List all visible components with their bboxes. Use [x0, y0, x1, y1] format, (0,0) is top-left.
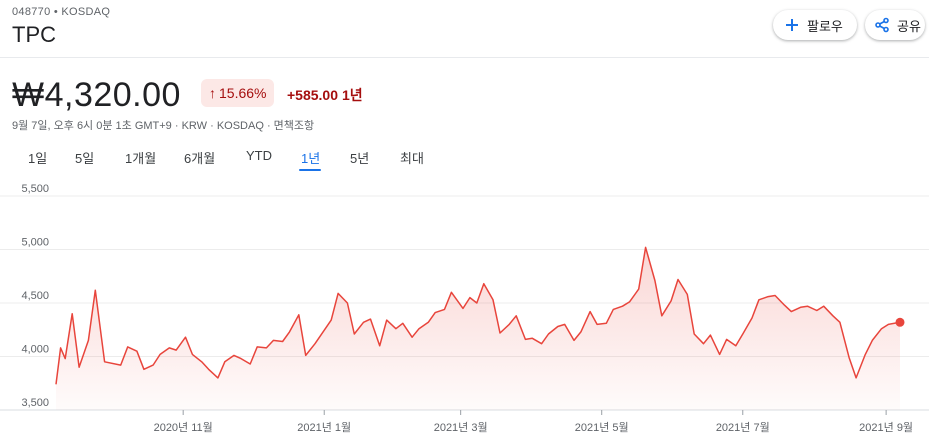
- price-chart[interactable]: 3,500 4,000 4,500 5,000 5,500 2020년 11월 2021년…: [0, 180, 929, 443]
- tab-5d[interactable]: 5일: [75, 151, 95, 166]
- follow-button-label: 팔로우: [807, 18, 843, 34]
- tab-6m[interactable]: 6개월: [184, 151, 216, 166]
- quote-meta: 9월 7일, 오후 6시 0분 1초 GMT+9 · KRW · KOSDAQ …: [12, 120, 315, 132]
- x-tick-label: 2021년 3월: [434, 421, 488, 434]
- percent-change-value: 15.66%: [219, 85, 267, 101]
- tab-5y[interactable]: 5년: [350, 151, 370, 166]
- absolute-change-value: +585.00: [287, 87, 338, 103]
- x-tick-label: 2020년 11월: [154, 421, 213, 434]
- current-price-dot: [895, 317, 905, 327]
- share-button[interactable]: 공유: [865, 10, 925, 40]
- tab-ytd[interactable]: YTD: [246, 148, 272, 163]
- share-icon: [873, 16, 891, 34]
- tab-1y[interactable]: 1년: [301, 151, 321, 166]
- current-price: ₩4,320.00: [12, 76, 181, 114]
- x-tick-label: 2021년 1월: [297, 421, 351, 434]
- price-line: [55, 246, 901, 385]
- y-tick-label: 4,000: [21, 344, 49, 356]
- ticker-exchange-label: 048770 • KOSDAQ: [12, 6, 111, 18]
- x-tick-label: 2021년 7월: [716, 421, 770, 434]
- follow-button[interactable]: 팔로우: [773, 10, 857, 40]
- y-tick-label: 5,000: [21, 237, 49, 249]
- percent-change-badge: ↑ 15.66%: [201, 79, 275, 107]
- x-tick-label: 2021년 9월: [859, 421, 913, 434]
- stock-symbol: TPC: [12, 22, 56, 47]
- y-tick-label: 3,500: [21, 397, 49, 409]
- change-period: 1년: [342, 87, 363, 103]
- y-tick-label: 5,500: [21, 183, 49, 195]
- x-tick-label: 2021년 5월: [575, 421, 629, 434]
- share-button-label: 공유: [897, 18, 921, 34]
- y-tick-label: 4,500: [21, 290, 49, 302]
- plus-icon: [783, 16, 801, 34]
- active-tab-indicator: [299, 169, 321, 171]
- header-divider: [0, 57, 929, 58]
- tab-1m[interactable]: 1개월: [125, 151, 157, 166]
- absolute-change: +585.00 1년: [287, 85, 363, 105]
- price-area-fill: [56, 247, 900, 410]
- arrow-up-icon: ↑: [209, 85, 216, 101]
- tab-1d[interactable]: 1일: [28, 151, 48, 166]
- tab-max[interactable]: 최대: [400, 151, 424, 166]
